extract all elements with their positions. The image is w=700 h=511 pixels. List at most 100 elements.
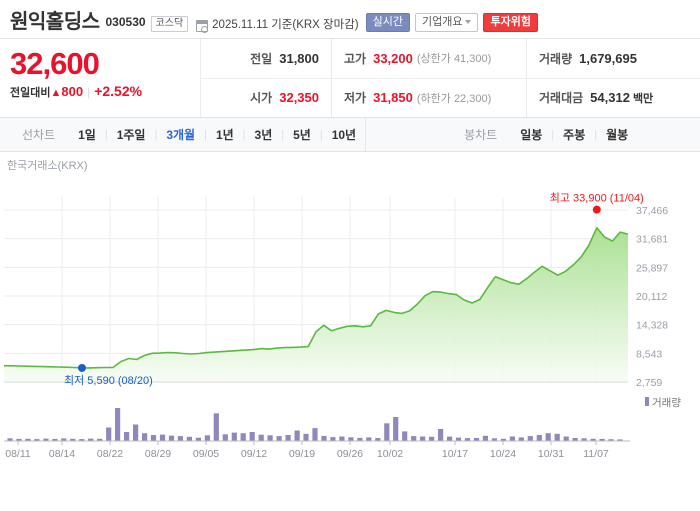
x-axis-tick-label: 10/02: [377, 448, 403, 460]
volume-bar: [482, 435, 488, 442]
volume-bar: [572, 438, 578, 441]
volume-bar: [159, 434, 166, 442]
chart-source-label: 한국거래소(KRX): [7, 160, 88, 172]
calendar-icon: [196, 20, 209, 33]
volume-bar: [411, 436, 417, 442]
tab-1day[interactable]: 1일: [78, 127, 96, 142]
volume-bar: [213, 413, 219, 442]
tab-daily-candle[interactable]: 일봉: [520, 127, 543, 142]
upper-limit-value: (상한가 41,300): [416, 53, 492, 66]
volume-bar: [312, 428, 318, 441]
volume-bar: [43, 438, 49, 441]
tab-weekly-candle[interactable]: 주봉: [563, 127, 586, 142]
volume-bar: [150, 435, 157, 441]
volume-bar: [61, 438, 67, 441]
volume-bar: [222, 434, 228, 442]
current-price-block: 32,600 전일대비▲800 | +2.52%: [0, 39, 200, 117]
volume-bar: [455, 437, 462, 441]
y-axis-tick-label: 14,328: [636, 320, 668, 332]
y-axis-tick-label: 31,681: [636, 234, 668, 246]
chart-canvas[interactable]: 37,466 31,681 25,897 20,112 14,328 8,543 2,759…: [0, 175, 700, 475]
turnover-value: 54,312: [590, 90, 630, 106]
low-price-label: 저가: [344, 91, 367, 106]
tab-1week[interactable]: 1주일: [116, 127, 146, 142]
volume-bar: [168, 435, 175, 441]
price-change-row: 전일대비▲800 | +2.52%: [10, 84, 200, 100]
y-axis-tick-label: 2,759: [636, 377, 662, 389]
high-annotation-label: 최고 33,900 (11/04): [550, 192, 644, 205]
candle-chart-tab-group: 봉차트 일봉 | 주봉 | 월봉: [366, 118, 637, 151]
volume-bar: [330, 437, 336, 441]
volume-bar: [321, 435, 327, 441]
volume-bar: [473, 438, 480, 441]
divider: |: [281, 128, 285, 141]
volume-bar: [348, 437, 354, 442]
tab-monthly-candle[interactable]: 월봉: [606, 127, 629, 142]
volume-bar: [258, 434, 264, 441]
volume-bar: [518, 437, 524, 441]
quote-row: 전일 31,800 고가 33,200 (상한가 41,300) 거래량 1,6…: [201, 39, 700, 78]
low-annotation-label: 최저 5,590 (08/20): [64, 374, 153, 387]
volume-bar: [617, 439, 623, 442]
volume-bar: [204, 435, 210, 441]
volume-bar: [177, 436, 183, 442]
volume-bar: [285, 435, 291, 441]
company-overview-dropdown[interactable]: 기업개요: [414, 13, 479, 32]
volume-bar: [429, 436, 435, 441]
volume-bar: [34, 439, 40, 441]
price-area: [4, 227, 628, 382]
volume-bars: [7, 408, 623, 442]
low-marker-dot: [78, 363, 86, 372]
high-price-value: 33,200: [373, 50, 413, 66]
volume-bar: [563, 436, 569, 441]
x-axis-tick-label: 08/14: [49, 448, 75, 460]
x-axis-tick-label: 08/29: [145, 448, 171, 460]
low-price-value: 31,850: [373, 90, 413, 106]
tab-10years[interactable]: 10년: [331, 127, 357, 142]
high-price-cell: 고가 33,200 (상한가 41,300): [331, 39, 526, 78]
volume-bar: [16, 438, 22, 441]
volume-bar: [79, 439, 85, 441]
divider: |: [204, 128, 207, 141]
volume-bar: [115, 408, 121, 441]
volume-bar: [249, 432, 255, 441]
volume-bar: [581, 438, 587, 441]
volume-bar: [420, 436, 426, 441]
divider: |: [104, 128, 108, 141]
stock-code: 030530: [105, 15, 146, 29]
volume-label: 거래량: [539, 51, 573, 66]
volume-bar: [97, 438, 103, 442]
volume-legend: 거래량: [645, 397, 681, 409]
volume-bar: [590, 438, 596, 442]
quote-panel: 32,600 전일대비▲800 | +2.52% 전일 31,800 고가 33,2…: [0, 38, 700, 118]
volume-bar: [124, 432, 130, 441]
prev-close-label: 전일: [250, 51, 273, 66]
investment-risk-badge[interactable]: 투자위험: [483, 13, 538, 32]
volume-bar: [52, 438, 58, 441]
volume-bar: [438, 429, 444, 441]
volume-bar: [375, 438, 381, 441]
volume-bar: [240, 433, 246, 441]
tab-5years[interactable]: 5년: [293, 127, 311, 142]
volume-bar: [357, 437, 363, 442]
y-axis-tick-label: 37,466: [636, 205, 668, 217]
volume-bar: [599, 438, 605, 441]
turnover-unit: 백만: [632, 92, 654, 105]
volume-bar: [554, 433, 560, 441]
page-title: 원익홀딩스: [10, 11, 100, 33]
high-price-label: 고가: [344, 51, 367, 66]
volume-bar: [402, 431, 408, 441]
volume-bar: [276, 436, 282, 442]
volume-bar: [393, 417, 399, 441]
volume-bar: [142, 433, 148, 441]
volume-bar: [545, 433, 551, 441]
quote-timestamp: 2025.11.11 기준(KRX 장마감): [212, 19, 359, 31]
volume-bar: [366, 437, 372, 441]
x-axis-tick-label: 09/19: [289, 448, 315, 460]
prev-close-value: 31,800: [279, 50, 319, 66]
realtime-button[interactable]: 실시간: [365, 13, 410, 32]
tab-1year[interactable]: 1년: [215, 127, 234, 142]
volume-bar: [509, 436, 515, 441]
tab-3years[interactable]: 3년: [254, 127, 273, 142]
tab-3months[interactable]: 3개월: [166, 127, 196, 142]
